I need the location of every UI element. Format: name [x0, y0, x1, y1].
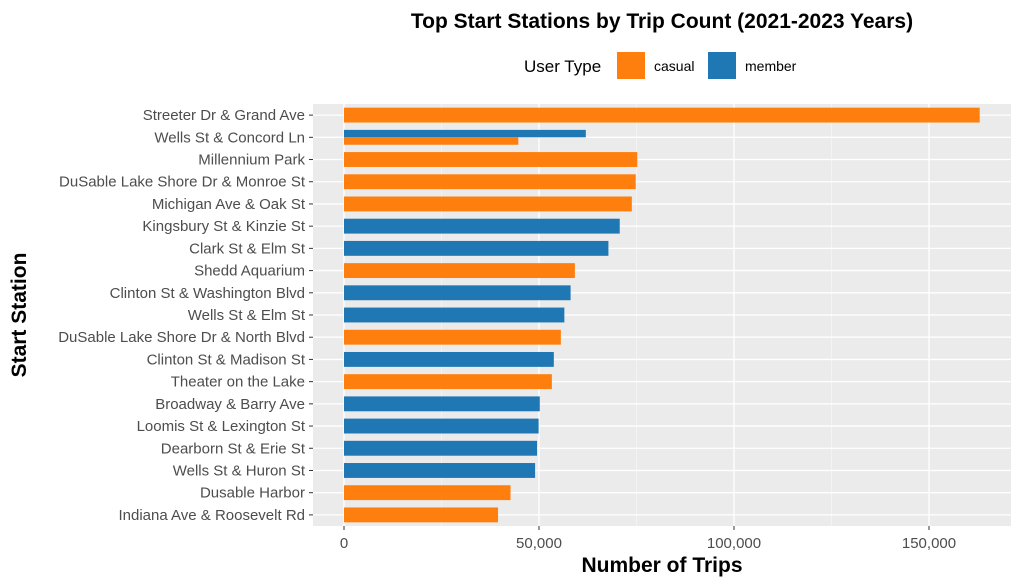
bar-member	[344, 129, 586, 138]
x-tick-labels: 0 50,000 100,000 150,000	[340, 526, 956, 552]
legend-swatch-casual	[617, 52, 645, 79]
bar-casual	[344, 107, 980, 123]
legend-title: User Type	[524, 57, 601, 76]
y-tick-labels: Streeter Dr & Grand Ave Wells St & Concor…	[58, 107, 313, 524]
x-tick-label: 0	[340, 535, 348, 552]
y-tick-label: Shedd Aquarium	[194, 263, 305, 280]
legend: User Type casual member	[524, 52, 797, 79]
legend-swatch-member	[708, 52, 736, 79]
y-axis-label: Start Station	[8, 253, 31, 378]
bar-member	[344, 396, 540, 412]
y-tick-label: Broadway & Barry Ave	[155, 396, 305, 413]
y-tick-label: DuSable Lake Shore Dr & North Blvd	[58, 329, 305, 346]
bar-member	[344, 463, 536, 478]
bars	[344, 107, 980, 523]
bar-member	[344, 418, 539, 434]
y-tick-label: Streeter Dr & Grand Ave	[143, 107, 305, 124]
y-tick-label: Clinton St & Washington Blvd	[110, 285, 305, 302]
y-tick-label: Indiana Ave & Roosevelt Rd	[118, 507, 305, 524]
chart-title: Top Start Stations by Trip Count (2021-2…	[411, 10, 913, 33]
y-tick-label: Dearborn St & Erie St	[161, 440, 306, 457]
bar-member	[344, 351, 554, 367]
y-tick-label: Dusable Harbor	[200, 485, 305, 502]
x-tick-label: 150,000	[902, 535, 956, 552]
bar-member	[344, 240, 609, 256]
legend-label-casual: casual	[654, 58, 694, 74]
bar-casual	[344, 196, 632, 212]
x-tick-label: 50,000	[516, 535, 562, 552]
bar-casual	[344, 374, 552, 390]
bar-member	[344, 285, 571, 301]
bar-casual	[344, 152, 638, 167]
y-tick-label: Wells St & Huron St	[173, 462, 306, 479]
x-tick-label: 100,000	[707, 535, 761, 552]
bar-member	[344, 440, 538, 456]
y-tick-label: Clark St & Elm St	[189, 240, 306, 257]
bar-casual	[344, 174, 636, 190]
bar-member	[344, 218, 620, 234]
legend-label-member: member	[745, 58, 797, 74]
bar-casual	[344, 137, 519, 145]
y-tick-label: Wells St & Elm St	[188, 307, 306, 324]
bar-casual	[344, 263, 575, 279]
bar-casual	[344, 507, 499, 523]
bar-casual	[344, 485, 511, 501]
bar-casual	[344, 329, 561, 345]
y-tick-label: Theater on the Lake	[171, 374, 305, 391]
x-axis-label: Number of Trips	[581, 554, 742, 577]
y-tick-label: DuSable Lake Shore Dr & Monroe St	[59, 174, 306, 191]
y-tick-label: Clinton St & Madison St	[147, 351, 306, 368]
y-tick-label: Michigan Ave & Oak St	[152, 196, 306, 213]
y-tick-label: Wells St & Concord Ln	[154, 129, 305, 146]
bar-member	[344, 307, 565, 323]
y-tick-label: Millennium Park	[198, 152, 305, 169]
y-tick-label: Loomis St & Lexington St	[137, 418, 306, 435]
y-tick-label: Kingsbury St & Kinzie St	[142, 218, 305, 235]
